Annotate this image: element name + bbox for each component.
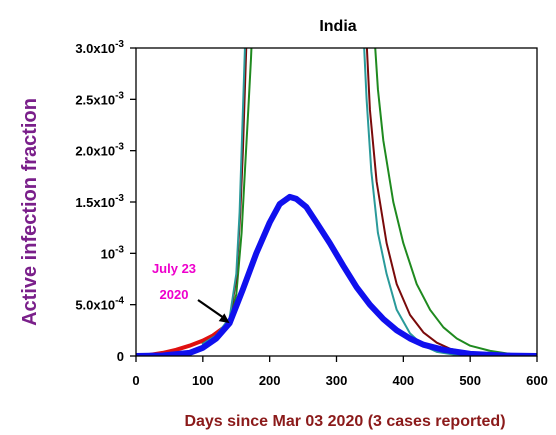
y-tick-exponent: -3 (115, 244, 124, 255)
plot-frame-rect (135, 47, 538, 357)
x-tick-label: 400 (392, 373, 414, 388)
y-tick-label: 5.0x10-4 (75, 296, 124, 313)
x-tick-label: 600 (526, 373, 548, 388)
y-tick-label: 2.0x10-3 (75, 142, 124, 159)
series-line-8 (136, 193, 537, 356)
y-axis-label: Active infection fraction (19, 98, 41, 326)
y-tick-exponent: -4 (115, 296, 124, 307)
y-tick-label: 3.0x10-3 (75, 39, 124, 56)
x-tick-label: 500 (459, 373, 481, 388)
annotation-line1: July 23 (152, 261, 196, 276)
x-tick-label: 200 (259, 373, 281, 388)
x-tick-label: 0 (132, 373, 139, 388)
annotation-line2: 2020 (160, 287, 189, 302)
y-tick-label: 1.5x10-3 (75, 193, 124, 210)
y-tick-exponent: -3 (115, 142, 124, 153)
y-tick-exponent: -3 (115, 39, 124, 50)
series-line-5 (374, 48, 537, 356)
y-tick-label: 10-3 (101, 244, 125, 261)
y-tick-exponent: -3 (115, 193, 124, 204)
x-tick-label: 100 (192, 373, 214, 388)
x-axis-label: Days since Mar 03 2020 (3 cases reported… (184, 413, 505, 430)
annotation-arrow-head (218, 313, 230, 324)
chart-title: India (319, 18, 356, 35)
series-layer (136, 48, 537, 356)
y-tick-label: 2.5x10-3 (75, 90, 124, 107)
y-tick-exponent: -3 (115, 90, 124, 101)
annotation-arrow-shaft (197, 299, 227, 321)
series-line-7 (363, 48, 537, 356)
annotation: July 23 2020 (152, 261, 230, 324)
x-tick-label: 300 (326, 373, 348, 388)
y-tick-label: 0 (117, 349, 124, 364)
plot-frame (135, 47, 538, 357)
tick-layer: 0 100 200 300 400 500 600 0 5.0x10-4 10-3 1.5x10-3… (75, 39, 548, 388)
